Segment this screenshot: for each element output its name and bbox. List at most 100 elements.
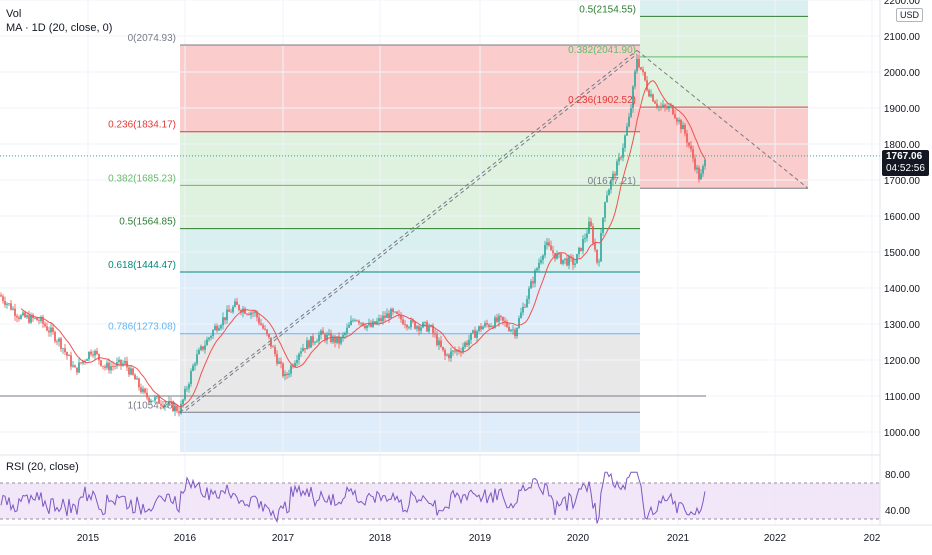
fib-band xyxy=(640,16,808,57)
vol-legend[interactable]: Vol xyxy=(6,8,22,20)
candle-body xyxy=(78,362,80,373)
candle-body xyxy=(564,258,566,260)
candle-body xyxy=(228,309,230,312)
trend-lines[interactable] xyxy=(179,50,809,413)
candle-body xyxy=(466,342,468,345)
candle-body xyxy=(54,331,56,342)
price-tick: 1400.00 xyxy=(884,284,921,295)
candle-body xyxy=(208,337,210,340)
candle-body xyxy=(508,326,510,331)
candle-body xyxy=(352,320,354,322)
rsi-legend[interactable]: RSI (20, close) xyxy=(6,461,79,473)
candle-body xyxy=(312,336,314,343)
candle-body xyxy=(654,101,656,104)
candle-body xyxy=(334,336,336,343)
candle-body xyxy=(174,405,176,412)
candle-body xyxy=(594,242,596,250)
candle-body xyxy=(404,324,406,326)
candle-body xyxy=(626,126,628,136)
candle-body xyxy=(258,317,260,324)
rsi-pane xyxy=(0,454,880,524)
currency-label[interactable]: USD xyxy=(896,8,924,22)
candle-body xyxy=(472,330,474,333)
candle-body xyxy=(428,326,430,332)
fib-band xyxy=(180,228,640,272)
candle-body xyxy=(48,330,50,333)
ma-legend[interactable]: MA · 1D (20, close, 0) xyxy=(6,22,113,34)
candle-body xyxy=(506,322,508,327)
candle-body xyxy=(678,119,680,122)
candle-body xyxy=(342,334,344,338)
candle-body xyxy=(28,315,30,323)
price-tick: 2000.00 xyxy=(884,68,921,79)
candle-body xyxy=(562,259,564,264)
candle-body xyxy=(130,368,132,375)
price-tick: 1500.00 xyxy=(884,248,921,259)
candle-body xyxy=(190,370,192,384)
candle-body xyxy=(386,313,388,318)
candle-body xyxy=(192,365,194,371)
candle-body xyxy=(14,308,16,316)
candle-body xyxy=(476,331,478,338)
candle-body xyxy=(42,316,44,324)
candle-body xyxy=(270,337,272,347)
candle-body xyxy=(220,325,222,329)
candle-body xyxy=(90,351,92,355)
candle-body xyxy=(114,366,116,367)
candle-body xyxy=(88,351,90,360)
candle-body xyxy=(598,261,600,263)
candle-body xyxy=(36,317,38,321)
candle-body xyxy=(590,221,592,227)
candle-body xyxy=(10,303,12,310)
candle-body xyxy=(550,245,552,251)
candle-body xyxy=(702,166,704,174)
candle-body xyxy=(444,349,446,356)
candle-body xyxy=(552,250,554,253)
price-tick: 1200.00 xyxy=(884,356,921,367)
candle-body xyxy=(162,405,164,408)
fib-band xyxy=(640,0,808,17)
candle-body xyxy=(692,149,694,159)
candle-body xyxy=(348,324,350,328)
candle-body xyxy=(56,341,58,343)
candle-body xyxy=(264,328,266,330)
candle-body xyxy=(690,145,692,150)
candle-body xyxy=(128,367,130,375)
candle-body xyxy=(378,318,380,322)
candle-body xyxy=(254,311,256,313)
current-price-value: 1767.06 xyxy=(886,151,923,162)
trend-line xyxy=(185,53,638,411)
candle-body xyxy=(558,253,560,255)
candle-body xyxy=(596,249,598,263)
candle-body xyxy=(602,217,604,233)
candle-body xyxy=(474,330,476,338)
candle-body xyxy=(686,133,688,143)
fib-label-left: 0.236(1834.17) xyxy=(108,120,176,131)
time-tick: 202 xyxy=(864,533,881,544)
candle-body xyxy=(266,329,268,334)
candle-body xyxy=(230,311,232,313)
candle-body xyxy=(140,387,142,393)
candlesticks xyxy=(0,54,706,417)
candle-body xyxy=(22,312,24,316)
candle-body xyxy=(282,363,284,376)
rsi-band xyxy=(0,483,880,519)
candle-body xyxy=(448,354,450,359)
candle-body xyxy=(614,173,616,176)
candle-body xyxy=(24,312,26,318)
candle-body xyxy=(214,325,216,331)
candle-body xyxy=(120,359,122,365)
candle-body xyxy=(180,404,182,414)
fib-label-left: 0.618(1444.47) xyxy=(108,260,176,271)
candle-body xyxy=(542,255,544,260)
candle-body xyxy=(308,340,310,348)
candle-body xyxy=(396,311,398,314)
candle-body xyxy=(584,237,586,239)
candle-body xyxy=(12,308,14,310)
candle-body xyxy=(336,336,338,343)
candle-body xyxy=(250,312,252,315)
candle-body xyxy=(360,322,362,324)
